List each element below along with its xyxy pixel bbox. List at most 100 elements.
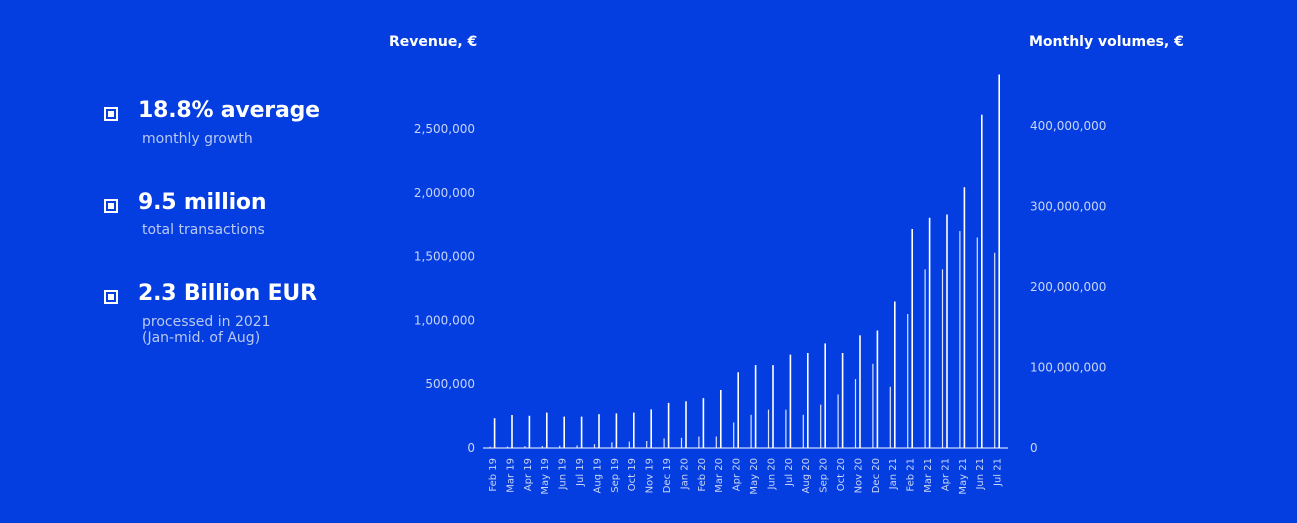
revenue-bar	[924, 269, 926, 448]
volume-bar	[946, 214, 948, 448]
volume-bar	[667, 402, 670, 448]
x-tick-label: Aug 20	[801, 458, 812, 493]
revenue-bar	[907, 314, 909, 448]
left-tick-label: 2,000,000	[414, 186, 475, 200]
x-tick-label: Mar 20	[714, 458, 725, 493]
stat-title: 9.5 million	[138, 190, 267, 215]
stat-subtitle-line: monthly growth	[142, 131, 253, 147]
volume-bar	[493, 418, 496, 448]
x-tick-label: Nov 20	[853, 458, 864, 493]
revenue-bar	[559, 445, 561, 448]
volume-bar	[511, 415, 513, 448]
revenue-bar	[611, 442, 613, 448]
x-tick-label: Jun 21	[975, 458, 986, 491]
revenue-bar	[837, 394, 839, 448]
revenue-bar	[889, 386, 891, 448]
stat-subtitle-line: processed in 2021	[142, 314, 271, 330]
x-tick-label: Jul 19	[575, 458, 586, 487]
volume-bar	[789, 354, 792, 448]
volume-bar	[737, 372, 739, 448]
right-tick-label: 200,000,000	[1030, 280, 1106, 294]
revenue-bar	[854, 379, 857, 448]
volume-bar	[963, 187, 966, 448]
x-tick-label: Jan 21	[888, 458, 899, 490]
revenue-bar	[994, 252, 996, 448]
revenue-bar	[524, 446, 526, 448]
volume-bar	[633, 412, 635, 448]
stat-subtitle: processed in 2021 (Jan-mid. of Aug)	[142, 314, 271, 346]
x-tick-label: May 21	[958, 458, 969, 495]
left-tick-label: 1,000,000	[414, 313, 475, 327]
volume-bar	[685, 401, 687, 448]
volume-bar	[928, 217, 931, 448]
x-tick-label: Jan 20	[679, 458, 690, 490]
revenue-bar	[750, 414, 752, 448]
revenue-bar	[767, 409, 770, 448]
revenue-bar	[663, 438, 665, 448]
volume-bar	[824, 343, 826, 449]
stat-subtitle: monthly growth	[142, 131, 253, 147]
x-tick-label: Jun 20	[766, 458, 777, 491]
stat-subtitle-line: (Jan-mid. of Aug)	[142, 330, 261, 346]
volume-bar	[546, 412, 548, 448]
x-tick-label: Sep 20	[819, 458, 830, 493]
x-tick-label: Dec 19	[662, 458, 673, 493]
x-tick-label: Apr 19	[523, 458, 534, 491]
volume-bar	[563, 416, 565, 448]
revenue-bar	[576, 445, 578, 448]
x-tick-label: Aug 19	[592, 458, 603, 493]
x-tick-label: Feb 19	[488, 458, 499, 492]
x-tick-label: Mar 21	[923, 458, 934, 493]
left-axis-title: Revenue, €	[389, 34, 477, 50]
volume-bar	[720, 390, 722, 448]
x-tick-label: Nov 19	[645, 458, 656, 493]
x-tick-label: Feb 21	[906, 458, 917, 492]
volume-bar	[702, 398, 705, 448]
volume-bar	[615, 413, 618, 448]
volume-bar	[772, 365, 774, 448]
revenue-bar	[628, 441, 630, 448]
x-tick-label: Jun 19	[558, 458, 569, 491]
x-tick-label: Feb 20	[697, 458, 708, 492]
volume-bar	[981, 114, 983, 448]
left-tick-label: 2,500,000	[414, 122, 475, 136]
volume-bar	[998, 74, 1000, 448]
stat-title: 18.8% average	[138, 98, 320, 123]
volume-bar	[598, 414, 600, 448]
left-tick-label: 1,500,000	[414, 250, 475, 264]
stat-subtitle: total transactions	[142, 222, 265, 238]
volume-bar	[807, 353, 809, 448]
volume-bar	[859, 335, 861, 448]
volume-bar	[754, 365, 757, 448]
square-bullet-icon	[104, 199, 118, 213]
x-tick-label: May 20	[749, 458, 760, 495]
right-tick-label: 0	[1030, 441, 1038, 455]
x-tick-label: Oct 19	[627, 458, 638, 491]
x-tick-label: Oct 20	[836, 458, 847, 491]
revenue-bar	[733, 422, 735, 448]
volume-bar	[841, 353, 844, 448]
revenue-bar	[593, 444, 596, 448]
x-tick-label: Dec 20	[871, 458, 882, 493]
left-tick-label: 500,000	[425, 377, 475, 391]
x-tick-label: Apr 21	[940, 458, 951, 491]
revenue-bar	[541, 446, 543, 448]
x-tick-label: Apr 20	[732, 458, 743, 491]
x-tick-label: Jul 21	[993, 458, 1004, 487]
volume-bar	[876, 330, 879, 448]
right-tick-label: 400,000,000	[1030, 119, 1106, 133]
volume-bar	[650, 409, 652, 448]
volume-bar	[528, 415, 531, 448]
revenue-bar	[506, 446, 509, 448]
revenue-bar	[489, 446, 491, 448]
right-tick-label: 100,000,000	[1030, 361, 1106, 375]
left-tick-label: 0	[467, 441, 475, 455]
volume-bar	[911, 229, 913, 448]
right-tick-label: 300,000,000	[1030, 200, 1106, 214]
x-tick-label: May 19	[540, 458, 551, 495]
x-tick-label: Jul 20	[784, 458, 795, 487]
revenue-bar	[941, 269, 944, 448]
revenue-bar	[802, 414, 804, 448]
revenue-bar	[976, 237, 978, 448]
